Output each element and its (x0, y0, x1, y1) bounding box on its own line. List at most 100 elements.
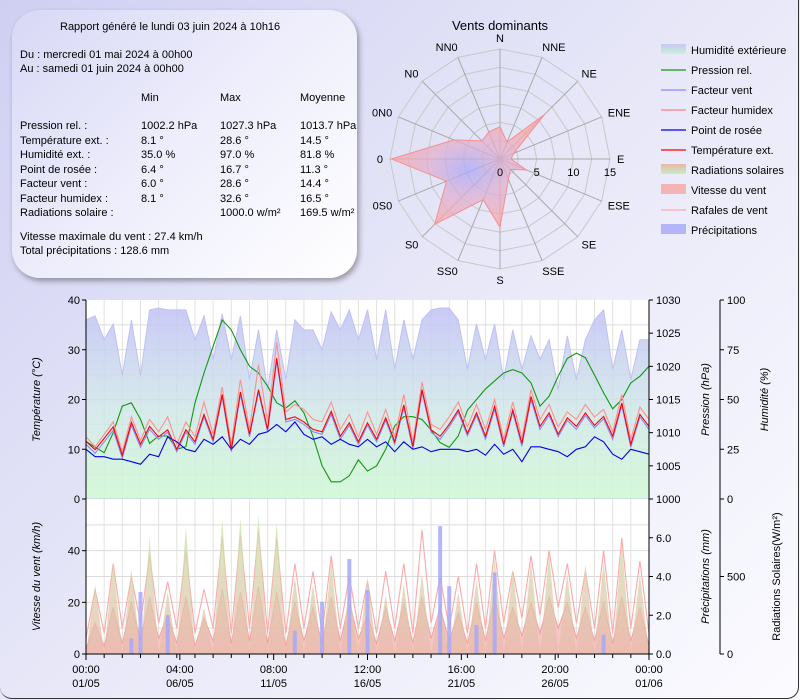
x-tick-time: 00:00 (635, 664, 663, 676)
axis-title: Vitesse du vent (km/h) (31, 522, 43, 632)
precip-bar (165, 615, 170, 654)
col-header-max: Max (220, 92, 241, 104)
axis-tick-label: 500 (727, 572, 745, 584)
x-tick-time: 04:00 (166, 664, 194, 676)
stat-avg: 169.5 w/m² (300, 207, 355, 219)
legend-label: Facteur humidex (691, 105, 773, 117)
radar-direction-label: S0 (405, 240, 418, 252)
stat-min: 35.0 % (141, 149, 176, 161)
stat-label: Pression rel. : (20, 120, 88, 132)
precip-bar (438, 526, 443, 654)
axis-tick-label: 0 (727, 494, 733, 506)
radar-direction-label: 0N0 (372, 108, 392, 120)
series-temp-rature-ext--line (85, 358, 650, 458)
axis-tick-label: 0 (74, 649, 80, 661)
x-tick-date: 26/05 (541, 678, 569, 690)
precip-bar (447, 586, 452, 654)
radar-r-tick: 15 (604, 167, 616, 179)
axis-tick-label: 75 (727, 345, 739, 357)
x-tick-date: 01/06 (635, 678, 663, 690)
stat-min: 8.1 ° (141, 192, 164, 205)
stat-max: 1000.0 w/m² (220, 207, 281, 219)
stat-min: 6.0 ° (141, 178, 164, 190)
x-tick-time: 12:00 (354, 664, 382, 676)
max-wind: Vitesse maximale du vent : 27.4 km/h (20, 231, 203, 243)
axis-tick-label: 1025 (656, 328, 680, 340)
radar-direction-label: S (496, 275, 503, 287)
axis-tick-label: 1000 (656, 494, 680, 506)
series-radiations-solaires-area (86, 514, 649, 654)
radar-direction-label: 0S0 (373, 200, 393, 212)
stat-min: 6.4 ° (141, 163, 164, 176)
total-rain: Total précipitations : 128.6 mm (20, 245, 170, 257)
radar-direction-label: E (617, 154, 624, 166)
axis-tick-label: 1030 (656, 295, 680, 307)
stat-label: Facteur humidex : (20, 192, 109, 205)
stat-max: 16.7 ° (220, 163, 249, 176)
col-header-avg: Moyenne (300, 92, 346, 104)
radar-direction-label: NNE (542, 42, 565, 54)
legend-label: Facteur vent (691, 85, 752, 97)
report-to: Au : samedi 01 juin 2024 à 00h00 (20, 63, 184, 75)
x-tick-time: 00:00 (72, 664, 100, 676)
legend-swatch (661, 224, 686, 234)
x-tick-date: 06/05 (166, 678, 194, 690)
precip-bar (474, 624, 479, 654)
axis-tick-label: 1015 (656, 395, 680, 407)
axis-tick-label: 40 (68, 295, 80, 307)
stat-avg: 16.5 ° (300, 192, 329, 205)
legend-swatch (661, 44, 686, 54)
radar-r-tick: 5 (534, 167, 540, 179)
stat-max: 97.0 % (220, 149, 255, 161)
x-tick-date: 21/05 (448, 678, 476, 690)
axis-tick-label: 100 (727, 295, 745, 307)
axis-tick-label: 20 (68, 395, 80, 407)
precip-bar (347, 559, 352, 654)
axis-tick-label: 50 (727, 395, 739, 407)
legend-label: Humidité extérieure (691, 45, 786, 57)
axis-tick-label: 1010 (656, 428, 680, 440)
stat-label: Point de rosée : (20, 163, 98, 176)
series-pression-rel--line (85, 318, 650, 483)
axis-tick-label: 0 (727, 649, 733, 661)
radar-spoke (499, 158, 579, 238)
stat-avg: 14.4 ° (300, 178, 329, 190)
report-title: Rapport généré le lundi 03 juin 2024 à 1… (60, 21, 281, 33)
axis-title: Pression (hPa) (700, 363, 712, 436)
axis-tick-label: 20 (68, 597, 80, 609)
precip-bar (601, 634, 606, 654)
radar-direction-label: SE (582, 240, 597, 252)
radar-direction-label: ESE (608, 200, 630, 212)
radar-direction-label: N0 (404, 68, 418, 80)
legend-label: Radiations solaires (691, 165, 784, 177)
precip-bar (129, 638, 134, 654)
stat-max: 1027.3 hPa (220, 120, 277, 132)
radar-direction-label: ENE (608, 108, 631, 120)
stat-max: 28.6 ° (220, 178, 249, 190)
precip-bar (492, 572, 497, 654)
axis-tick-label: 25 (727, 444, 739, 456)
series-facteur-vent-line (85, 360, 650, 461)
radar-direction-label: NE (582, 68, 597, 80)
radar-r-tick: 10 (567, 167, 579, 179)
radar-r-tick: 0 (497, 167, 503, 179)
legend-swatch (661, 184, 686, 194)
stat-label: Facteur vent : (20, 178, 88, 190)
precip-bar (138, 592, 143, 654)
radar-direction-label: 0 (377, 154, 383, 166)
radar-direction-label: N (496, 33, 504, 45)
stat-min: 1002.2 hPa (141, 120, 198, 132)
legend-label: Point de rosée (691, 125, 762, 137)
legend-swatch (661, 164, 686, 174)
precip-bar (365, 590, 370, 654)
stat-max: 28.6 ° (220, 134, 249, 147)
axis-tick-label: 30 (68, 345, 80, 357)
stat-min: 8.1 ° (141, 134, 164, 147)
axis-tick-label: 0.0 (656, 649, 671, 661)
stat-avg: 81.8 % (300, 149, 335, 161)
axis-tick-label: 2.0 (656, 610, 671, 622)
x-tick-time: 20:00 (541, 664, 569, 676)
axis-tick-label: 1020 (656, 361, 680, 373)
axis-title: Température (°C) (31, 357, 43, 442)
